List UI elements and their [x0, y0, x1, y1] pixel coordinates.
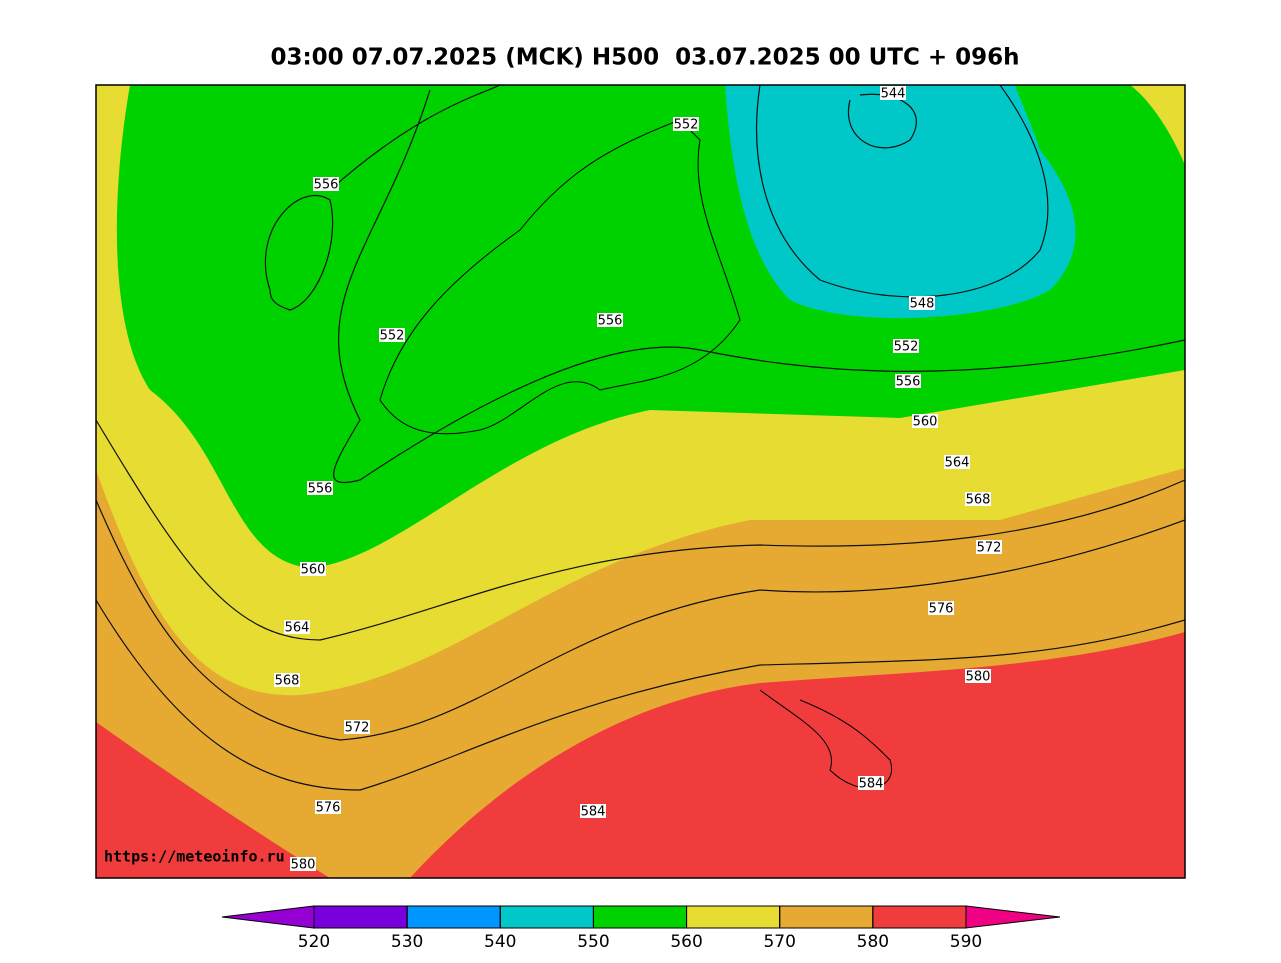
contour-label: 556	[308, 482, 333, 497]
colorbar-tick-label: 580	[857, 932, 889, 952]
contour-label-bg	[379, 328, 405, 342]
contour-label: 552	[894, 340, 919, 355]
contour-label: 576	[316, 801, 341, 816]
band-560-570	[1130, 85, 1185, 165]
colorbar-tick-label: 550	[577, 932, 609, 952]
contour-label: 576	[929, 602, 954, 617]
contour-label-bg	[895, 374, 921, 388]
colorbar-segment	[779, 905, 874, 929]
contour-label: 556	[598, 314, 623, 329]
coastline	[379, 119, 741, 435]
watermark: https://meteoinfo.ru	[104, 848, 285, 866]
colorbar: 520 530 540 550 560 570 580 590	[221, 905, 1061, 952]
contour-label: 580	[966, 670, 991, 685]
contour-label: 584	[581, 805, 606, 820]
contour-label-bg	[858, 776, 884, 790]
contour-label: 584	[859, 777, 884, 792]
contour-label-bg	[290, 857, 316, 871]
contour-label: 552	[380, 329, 405, 344]
contour-line	[96, 419, 1185, 641]
contour-label-bg	[344, 720, 370, 734]
contour-label: 556	[896, 375, 921, 390]
map-frame	[95, 84, 1186, 879]
contour-line	[96, 499, 1185, 741]
contour-label-bg	[965, 669, 991, 683]
contour-label-bg	[313, 177, 339, 191]
contour-label: 572	[345, 721, 370, 736]
colorbar-tick-label: 520	[298, 932, 330, 952]
contour-label: 564	[285, 621, 310, 636]
contour-label-bg	[880, 86, 906, 100]
contour-label: 572	[977, 541, 1002, 556]
colorbar-segment	[872, 905, 967, 929]
contour-line	[96, 599, 1185, 791]
contour-label-bg	[597, 313, 623, 327]
map-title: 03:00 07.07.2025 (MCK) H500 03.07.2025 0…	[270, 45, 1019, 71]
contour-label-bg	[673, 117, 699, 131]
contour-label-bg	[274, 673, 300, 687]
contour-label: 568	[966, 493, 991, 508]
map-area: 544 552 556 552 556 548 552 556 560 564 568 572 576 5…	[96, 85, 1185, 878]
contour-label-bg	[928, 601, 954, 615]
contour-label-bg	[912, 414, 938, 428]
colorbar-tick-label: 570	[763, 932, 795, 952]
contour-label-bg	[580, 804, 606, 818]
contour-label-bg	[307, 481, 333, 495]
contour-label-bg	[284, 620, 310, 634]
colorbar-tick-label: 540	[484, 932, 516, 952]
contour-line	[264, 194, 334, 311]
colorbar-segment	[686, 905, 781, 929]
contour-label: 556	[314, 178, 339, 193]
colorbar-tick-label: 590	[950, 932, 982, 952]
contour-label-bg	[965, 492, 991, 506]
colorbar-tick-label: 560	[670, 932, 702, 952]
contour-label: 552	[674, 118, 699, 133]
contour-label-bg	[315, 800, 341, 814]
contour-label: 544	[881, 87, 906, 102]
contour-label: 560	[301, 563, 326, 578]
contour-line	[329, 85, 1185, 484]
contour-label: 564	[945, 456, 970, 471]
colorbar-tick-label: 530	[391, 932, 423, 952]
band-580-590	[96, 632, 1185, 878]
contour-label: 580	[291, 858, 316, 873]
contour-label-bg	[944, 455, 970, 469]
band-540-550	[725, 85, 1076, 319]
colorbar-extend-high	[965, 905, 1061, 929]
colorbar-segment	[592, 905, 688, 929]
colorbar-extend-low	[221, 905, 315, 929]
contour-label-bg	[893, 339, 919, 353]
colorbar-segment	[406, 905, 501, 929]
colorbar-segment	[499, 905, 594, 929]
contour-label: 560	[913, 415, 938, 430]
contour-label-bg	[300, 562, 326, 576]
contour-label-bg	[976, 540, 1002, 554]
contour-label-bg	[909, 296, 935, 310]
colorbar-segment	[313, 905, 408, 929]
contour-line	[756, 85, 1049, 298]
contour-label: 568	[275, 674, 300, 689]
contour-label: 548	[910, 297, 935, 312]
